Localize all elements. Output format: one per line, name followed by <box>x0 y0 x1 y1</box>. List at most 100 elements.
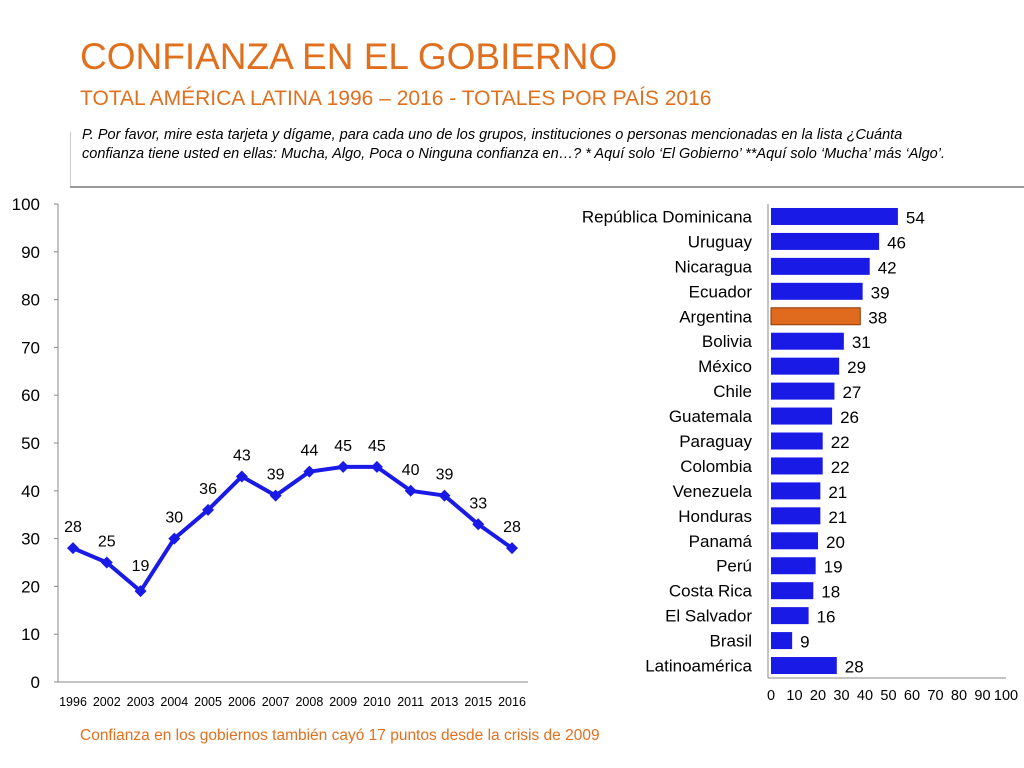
bar <box>771 632 793 650</box>
bar-category-label: Honduras <box>678 507 752 526</box>
question-left-border <box>70 132 71 186</box>
bar-category-label: Venezuela <box>673 482 753 501</box>
bar-value-label: 16 <box>817 608 836 627</box>
page-subtitle: TOTAL AMÉRICA LATINA 1996 – 2016 - TOTAL… <box>80 87 712 110</box>
bar <box>771 557 816 575</box>
bar-category-label: Bolivia <box>702 332 753 351</box>
x-tick-label: 2004 <box>160 695 188 709</box>
data-point-marker <box>472 518 485 531</box>
data-point-marker <box>269 489 282 502</box>
bar-category-label: Paraguay <box>679 432 752 451</box>
bar-x-tick-label: 0 <box>767 688 775 704</box>
y-tick-label: 0 <box>31 673 40 692</box>
bar-value-label: 31 <box>852 333 871 352</box>
bar <box>771 257 870 275</box>
bar-value-label: 29 <box>847 358 866 377</box>
bar <box>771 332 844 350</box>
bar-category-label: Perú <box>716 557 752 576</box>
bar <box>770 307 861 326</box>
y-tick-label: 20 <box>21 577 40 596</box>
divider-rule <box>70 186 1024 188</box>
data-label: 28 <box>64 519 82 536</box>
y-tick-label: 100 <box>12 195 40 214</box>
bar-value-label: 42 <box>878 258 897 277</box>
bar-value-label: 38 <box>868 308 887 327</box>
bar-x-tick-label: 30 <box>833 688 849 704</box>
bar <box>771 532 818 550</box>
x-tick-label: 2002 <box>93 695 121 709</box>
bar-value-label: 27 <box>842 383 861 402</box>
bar-x-tick-label: 20 <box>810 688 826 704</box>
y-tick-label: 10 <box>21 625 40 644</box>
data-point-marker <box>235 470 248 483</box>
bar-value-label: 21 <box>828 483 847 502</box>
y-tick-label: 60 <box>21 386 40 405</box>
y-tick-label: 40 <box>21 482 40 501</box>
data-label: 45 <box>368 438 386 455</box>
x-tick-label: 2010 <box>363 695 391 709</box>
bar <box>771 482 821 500</box>
bar-category-label: Argentina <box>679 307 752 326</box>
data-label: 39 <box>267 467 285 484</box>
data-label: 43 <box>233 447 251 464</box>
data-point-marker <box>506 542 518 555</box>
y-tick-label: 30 <box>21 530 40 549</box>
data-label: 40 <box>402 462 420 479</box>
bar-x-tick-label: 90 <box>974 688 990 704</box>
bar-x-tick-label: 10 <box>786 688 802 704</box>
page-title: CONFIANZA EN EL GOBIERNO <box>80 36 618 77</box>
bar-category-label: República Dominicana <box>582 207 753 226</box>
data-point-marker <box>438 489 451 502</box>
data-label: 44 <box>300 443 318 460</box>
bar <box>771 507 821 525</box>
bar-category-label: Chile <box>713 382 752 401</box>
bar-category-label: Brasil <box>709 632 752 651</box>
bar-x-tick-label: 80 <box>951 688 967 704</box>
bar-category-label: Guatemala <box>669 407 753 426</box>
x-tick-label: 2003 <box>127 695 155 709</box>
bar-category-label: México <box>698 357 752 376</box>
data-label: 39 <box>436 467 454 484</box>
bar <box>771 407 833 425</box>
bar-category-label: Colombia <box>680 457 752 476</box>
y-tick-label: 50 <box>21 434 40 453</box>
data-label: 25 <box>98 534 116 551</box>
bar-value-label: 39 <box>871 283 890 302</box>
data-point-marker <box>404 484 417 497</box>
data-point-marker <box>67 542 79 555</box>
x-tick-label: 2011 <box>397 695 424 709</box>
x-tick-label: 2006 <box>228 695 256 709</box>
y-tick-label: 70 <box>21 338 40 357</box>
y-tick-label: 80 <box>21 291 40 310</box>
bar-value-label: 22 <box>831 433 850 452</box>
bar-x-tick-label: 70 <box>927 688 943 704</box>
bar-value-label: 54 <box>906 208 925 227</box>
data-label: 30 <box>165 510 183 527</box>
bar-category-label: Uruguay <box>688 232 753 251</box>
bar-value-label: 20 <box>826 533 845 552</box>
data-point-marker <box>337 460 350 473</box>
bar-category-label: Latinoamérica <box>645 657 752 676</box>
data-label: 36 <box>199 481 217 498</box>
bar <box>771 357 840 375</box>
bar <box>771 657 837 675</box>
x-tick-label: 2005 <box>194 695 222 709</box>
bar-value-label: 21 <box>828 508 847 527</box>
data-point-marker <box>370 460 383 473</box>
x-tick-label: 2016 <box>498 695 526 709</box>
bar-x-tick-label: 100 <box>994 688 1018 704</box>
x-tick-label: 2007 <box>262 695 290 709</box>
bar-value-label: 28 <box>845 658 864 677</box>
bar-x-tick-label: 60 <box>904 688 920 704</box>
bar <box>771 457 823 475</box>
data-label: 33 <box>469 495 487 512</box>
footnote: Confianza en los gobiernos también cayó … <box>80 727 600 744</box>
bar <box>771 382 835 400</box>
bar-x-tick-label: 50 <box>880 688 896 704</box>
bar-value-label: 18 <box>821 583 840 602</box>
bar-category-label: Nicaragua <box>675 257 753 276</box>
bar <box>771 432 823 450</box>
data-point-marker <box>202 503 215 516</box>
